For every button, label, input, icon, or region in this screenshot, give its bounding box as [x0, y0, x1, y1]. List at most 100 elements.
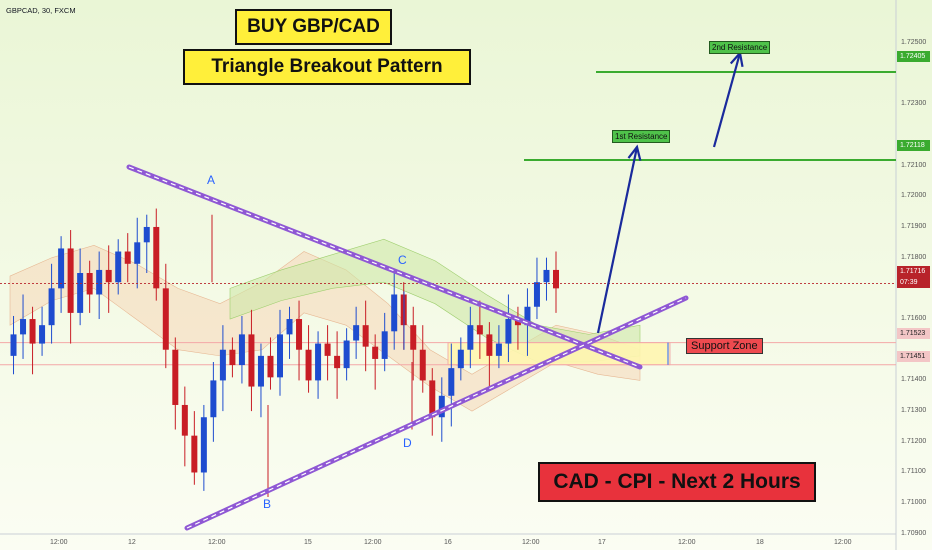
- support-bottom-price-tag: 1.71451: [897, 351, 930, 362]
- candle-body: [181, 404, 188, 436]
- current-price-tag: 1.71716: [897, 266, 930, 277]
- candle-body: [495, 343, 502, 356]
- candle-body: [372, 346, 379, 359]
- candle-body: [438, 395, 445, 418]
- candle-body: [210, 380, 217, 418]
- candle-body: [124, 251, 131, 264]
- candle-body: [419, 349, 426, 381]
- candle-body: [467, 325, 474, 350]
- time-tick-label: 12:00: [522, 539, 540, 546]
- price-tick-label: 1.71400: [901, 376, 927, 384]
- symbol-label: GBPCAD, 30, FXCM: [6, 6, 76, 15]
- arrow-to-resistance-2: [712, 52, 742, 148]
- arrow-to-resistance-1: [596, 146, 639, 334]
- candle-body: [486, 334, 493, 356]
- candle-body: [476, 325, 483, 335]
- candle-body: [429, 380, 436, 418]
- candle-body: [67, 248, 74, 313]
- point-d-label: D: [403, 436, 412, 450]
- candle-body: [391, 294, 398, 332]
- candle-body: [277, 334, 283, 378]
- candle-body: [200, 417, 207, 473]
- candle-body: [505, 319, 512, 344]
- candle-body: [58, 248, 65, 289]
- price-tick-label: 1.72500: [901, 38, 927, 46]
- candle-body: [191, 435, 198, 473]
- resistance-2-price-tag: 1.72405: [897, 51, 930, 62]
- cpi-banner: CAD - CPI - Next 2 Hours: [538, 462, 816, 502]
- candle-body: [457, 349, 464, 369]
- time-tick-label: 17: [598, 539, 606, 546]
- candle-body: [381, 331, 388, 359]
- candle-body: [248, 334, 255, 387]
- candle-body: [77, 273, 84, 313]
- candle-body: [238, 334, 245, 366]
- time-tick-label: 12:00: [364, 539, 382, 546]
- candle-body: [324, 343, 331, 356]
- candle-body: [96, 269, 103, 295]
- candle-body: [143, 226, 150, 243]
- point-b-label: B: [263, 497, 272, 511]
- candle-body: [334, 355, 341, 369]
- candle-body: [286, 319, 293, 335]
- candle-body: [315, 343, 322, 381]
- candle-body: [115, 251, 122, 283]
- title-pattern: Triangle Breakout Pattern: [183, 49, 471, 85]
- candle-body: [296, 319, 303, 350]
- candle-body: [48, 288, 55, 326]
- time-tick-label: 12:00: [50, 539, 68, 546]
- candle-body: [39, 325, 46, 344]
- time-tick-label: 12: [128, 539, 136, 546]
- price-tick-label: 1.71100: [901, 468, 926, 476]
- candle-body: [153, 226, 160, 289]
- price-tick-label: 1.71300: [901, 407, 927, 415]
- candles: [10, 208, 559, 498]
- candle-body: [134, 242, 141, 264]
- ichimoku-cloud: [0, 238, 896, 412]
- price-tick-label: 1.71200: [901, 437, 927, 445]
- resistance-1-price-tag: 1.72118: [897, 140, 930, 151]
- resistance-2-label: 2nd Resistance: [709, 41, 771, 54]
- point-a-label: A: [207, 173, 216, 187]
- candle-body: [410, 325, 417, 350]
- candle-body: [105, 269, 112, 283]
- price-tick-label: 1.72100: [901, 161, 927, 169]
- support-top-price-tag: 1.71523: [897, 328, 930, 339]
- candle-body: [162, 288, 169, 350]
- price-tick-label: 1.72300: [901, 100, 927, 108]
- candle-body: [305, 349, 312, 381]
- title-buy: BUY GBP/CAD: [235, 9, 392, 45]
- time-tick-label: 12:00: [834, 539, 852, 546]
- support-zone: [447, 342, 671, 366]
- candle-body: [257, 355, 264, 387]
- overlays: [0, 50, 896, 531]
- time-tick-label: 12:00: [678, 539, 696, 546]
- price-tick-label: 1.71800: [901, 253, 927, 261]
- candle-body: [514, 319, 521, 326]
- candle-body: [524, 306, 531, 326]
- resistance-1-label: 1st Resistance: [612, 130, 671, 143]
- candle-body: [267, 355, 274, 378]
- candle-body: [553, 269, 559, 289]
- candle-body: [533, 282, 540, 307]
- candle-body: [343, 340, 350, 369]
- candle-body: [20, 319, 27, 335]
- support-zone-label: Support Zone: [686, 338, 763, 354]
- time-tick-label: 18: [756, 539, 764, 546]
- price-tick-label: 1.72000: [901, 192, 927, 200]
- candle-body: [172, 349, 179, 405]
- price-tick-label: 1.70900: [901, 529, 927, 537]
- arrow-to-resistance-1-head: [627, 144, 642, 161]
- candle-body: [29, 319, 36, 344]
- point-c-label: C: [398, 253, 407, 267]
- candle-body: [10, 334, 17, 356]
- candle-body: [448, 368, 455, 396]
- price-tick-label: 1.71600: [901, 315, 927, 323]
- time-tick-label: 16: [444, 539, 452, 546]
- candle-body: [353, 325, 360, 341]
- price-tick-label: 1.71000: [901, 499, 927, 507]
- price-tick-label: 1.71900: [901, 222, 927, 230]
- countdown-tag: 07:39: [897, 277, 930, 288]
